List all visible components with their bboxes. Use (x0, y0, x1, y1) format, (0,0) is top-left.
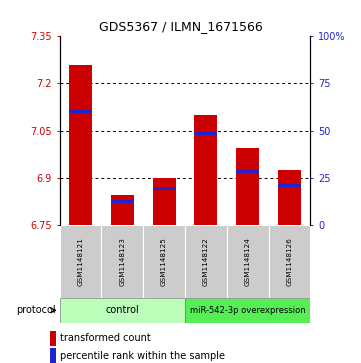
Bar (195, 115, 217, 225)
Bar (60, 225, 101, 298)
Bar (153, 187, 175, 191)
Text: GSM1148121: GSM1148121 (78, 237, 83, 286)
Bar (185, 225, 227, 298)
Bar (143, 225, 185, 298)
Text: GSM1148122: GSM1148122 (203, 237, 209, 286)
Bar (111, 200, 134, 203)
Text: miR-542-3p overexpression: miR-542-3p overexpression (190, 306, 305, 315)
Bar (278, 184, 301, 187)
Bar (195, 132, 217, 135)
Text: GDS5367 / ILMN_1671566: GDS5367 / ILMN_1671566 (99, 20, 262, 33)
Bar (69, 65, 92, 225)
Bar (278, 170, 301, 225)
Bar (153, 178, 175, 225)
Bar (49, 331, 56, 346)
Bar (69, 110, 92, 113)
Bar (269, 225, 310, 298)
Bar (111, 195, 134, 225)
Bar (227, 225, 269, 298)
Text: protocol: protocol (16, 305, 56, 315)
Bar (60, 298, 185, 323)
Text: GSM1148124: GSM1148124 (245, 237, 251, 286)
Bar (49, 348, 56, 363)
Text: GSM1148126: GSM1148126 (287, 237, 292, 286)
Text: GSM1148125: GSM1148125 (161, 237, 167, 286)
Bar (185, 298, 310, 323)
Bar (101, 225, 143, 298)
Text: GSM1148123: GSM1148123 (119, 237, 125, 286)
Bar (236, 170, 259, 173)
Text: percentile rank within the sample: percentile rank within the sample (60, 351, 225, 361)
Text: transformed count: transformed count (60, 334, 150, 343)
Bar (236, 148, 259, 225)
Text: control: control (105, 305, 139, 315)
